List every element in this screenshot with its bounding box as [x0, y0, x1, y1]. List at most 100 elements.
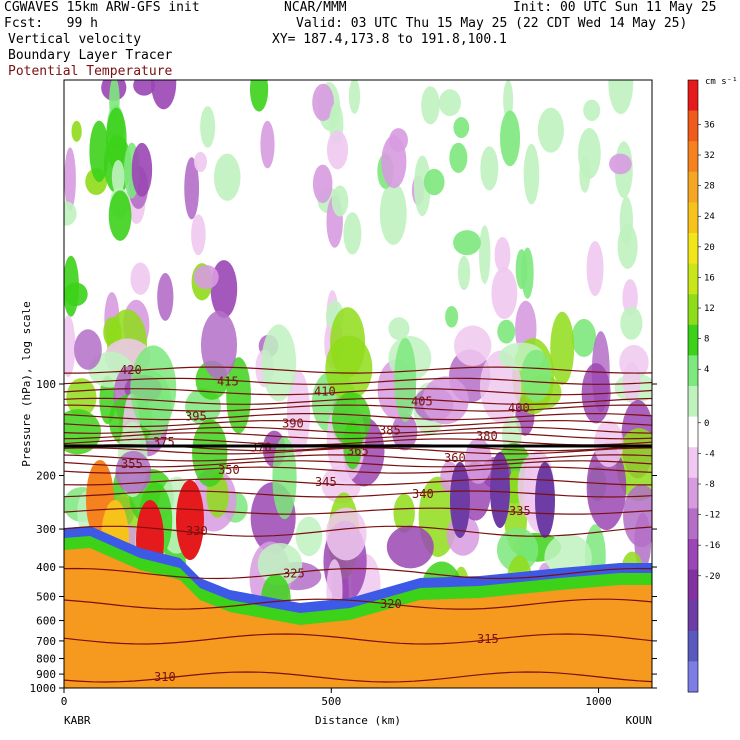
updraft-cell [497, 319, 516, 344]
colorbar-segment [688, 263, 698, 295]
terrain-fill [64, 548, 652, 688]
y-tick-label: 300 [36, 523, 56, 536]
updraft-cell [393, 493, 415, 533]
colorbar-tick-label: 24 [704, 212, 715, 222]
colorbar-segment [688, 539, 698, 571]
downdraft-cell [130, 262, 151, 295]
downdraft-cell [325, 507, 367, 561]
downdraft-cell [64, 315, 76, 378]
updraft-cell [261, 324, 297, 402]
theta-contour-label: 350 [218, 463, 240, 477]
updraft-cell [608, 80, 634, 115]
updraft-cell [108, 190, 132, 241]
updraft-cell [571, 318, 597, 358]
downdraft-cell [609, 153, 632, 175]
colorbar: 36 32 28 24 20 16 12 8 4 0 -4 -8 -12 -16 -20 [687, 79, 720, 693]
colorbar-segment [688, 508, 698, 540]
theta-contour [64, 432, 652, 440]
colorbar-tick-label: -20 [704, 572, 720, 582]
downdraft-cell [453, 325, 492, 366]
colorbar-segment [688, 202, 698, 234]
header-line2-right: Valid: 03 UTC Thu 15 May 25 (22 CDT Wed … [296, 16, 688, 31]
theta-contour-label: 395 [185, 410, 207, 424]
colorbar-segment [688, 233, 698, 265]
x-tick-label: 500 [321, 695, 341, 708]
colorbar-frame [687, 79, 699, 693]
updraft-cell [445, 305, 459, 328]
colorbar-tick-label: -4 [704, 449, 715, 459]
theta-contour-label: 315 [477, 632, 499, 646]
updraft-cell [583, 99, 601, 122]
downdraft-cell [622, 279, 638, 317]
downdraft-cell [491, 267, 518, 320]
updraft-cell [620, 306, 643, 340]
downdraft-cell [150, 80, 177, 110]
colorbar-tick-label: 0 [704, 419, 709, 429]
theta-contour [64, 447, 652, 455]
updraft-cell [249, 80, 269, 112]
updraft-cell [130, 345, 177, 431]
downdraft-core [535, 462, 555, 538]
x-tick-label: 0 [61, 695, 68, 708]
y-tick-label: 1000 [30, 682, 57, 695]
downdraft-cell [586, 241, 604, 296]
header-line4-left: Boundary Layer Tracer [8, 48, 173, 63]
updraft-cell [438, 89, 461, 117]
updraft-cell [503, 80, 514, 120]
updraft-cell [200, 106, 216, 148]
theta-contour [64, 490, 652, 498]
theta-contour-label: 335 [509, 504, 531, 518]
y-tick-label: 700 [36, 635, 56, 648]
downdraft-cell [194, 151, 207, 172]
theta-contour [64, 671, 652, 683]
theta-contour [64, 633, 652, 645]
y-tick-label: 200 [36, 470, 56, 483]
updraft-cell [331, 185, 349, 217]
updraft-cell [343, 212, 362, 255]
downdraft-cell [191, 214, 206, 256]
theta-contour [64, 507, 652, 515]
theta-contour-label: 340 [412, 487, 434, 501]
colorbar-tick-label: 32 [704, 151, 715, 161]
updraft-cell [226, 357, 251, 434]
theta-contour-label: 360 [444, 451, 466, 465]
y-axis-label: Pressure (hPa), log scale [20, 301, 33, 467]
updraft-cell [423, 168, 445, 196]
downdraft-cell [586, 443, 627, 531]
colorbar-tick-label: 28 [704, 182, 715, 192]
updraft-cell [257, 542, 303, 586]
updraft-cell [480, 146, 499, 191]
colorbar-tick-label: 12 [704, 304, 715, 314]
updraft-cell [496, 527, 539, 573]
colorbar-tick-label: -8 [704, 480, 715, 490]
theta-contour-label: 415 [217, 374, 239, 388]
header-line3-right: XY= 187.4,173.8 to 191.8,100.1 [272, 32, 507, 47]
theta-contour [64, 478, 652, 486]
updraft-cell [413, 155, 431, 217]
theta-contour-label: 370 [250, 441, 272, 455]
colorbar-segment [688, 110, 698, 142]
left-endpoint-label: KABR [64, 714, 91, 727]
theta-contour-label: 400 [508, 401, 530, 415]
colorbar-segment [688, 386, 698, 418]
downdraft-core [490, 452, 510, 528]
theta-contour [64, 460, 652, 468]
colorbar-segment [688, 141, 698, 173]
updraft-cell [66, 378, 97, 417]
header-line3-left: Vertical velocity [8, 32, 142, 47]
updraft-cell [500, 110, 521, 167]
downdraft-cell [386, 525, 434, 569]
updraft-cell [71, 120, 82, 142]
y-tick-label: 900 [36, 668, 56, 681]
downdraft-cell [193, 264, 219, 290]
theta-contour [64, 366, 652, 374]
updraft-cell [388, 317, 410, 341]
colorbar-segment [688, 630, 698, 662]
colorbar-tick-label: 16 [704, 273, 715, 283]
updraft-cell [111, 159, 125, 195]
updraft-cell [537, 107, 564, 153]
colorbar-segment [688, 569, 698, 601]
theta-contour-label: 385 [379, 423, 401, 437]
theta-contour [64, 388, 652, 396]
